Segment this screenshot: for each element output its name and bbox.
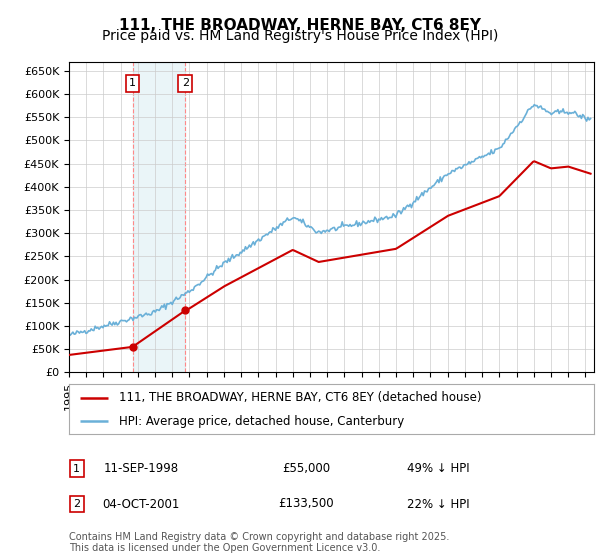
Text: 2: 2 xyxy=(182,78,189,88)
Text: £55,000: £55,000 xyxy=(282,462,330,475)
Text: 1: 1 xyxy=(73,464,80,474)
Text: 22% ↓ HPI: 22% ↓ HPI xyxy=(407,497,469,511)
Text: £133,500: £133,500 xyxy=(278,497,334,511)
Bar xyxy=(133,62,185,372)
Text: Price paid vs. HM Land Registry's House Price Index (HPI): Price paid vs. HM Land Registry's House … xyxy=(102,29,498,43)
Text: 11-SEP-1998: 11-SEP-1998 xyxy=(103,462,179,475)
Text: 111, THE BROADWAY, HERNE BAY, CT6 8EY (detached house): 111, THE BROADWAY, HERNE BAY, CT6 8EY (d… xyxy=(119,391,481,404)
Text: 1: 1 xyxy=(129,78,136,88)
Text: 04-OCT-2001: 04-OCT-2001 xyxy=(103,497,179,511)
Text: HPI: Average price, detached house, Canterbury: HPI: Average price, detached house, Cant… xyxy=(119,415,404,428)
Text: 2: 2 xyxy=(73,499,80,509)
Text: Contains HM Land Registry data © Crown copyright and database right 2025.
This d: Contains HM Land Registry data © Crown c… xyxy=(69,531,449,553)
Text: 111, THE BROADWAY, HERNE BAY, CT6 8EY: 111, THE BROADWAY, HERNE BAY, CT6 8EY xyxy=(119,18,481,33)
Text: 49% ↓ HPI: 49% ↓ HPI xyxy=(407,462,469,475)
